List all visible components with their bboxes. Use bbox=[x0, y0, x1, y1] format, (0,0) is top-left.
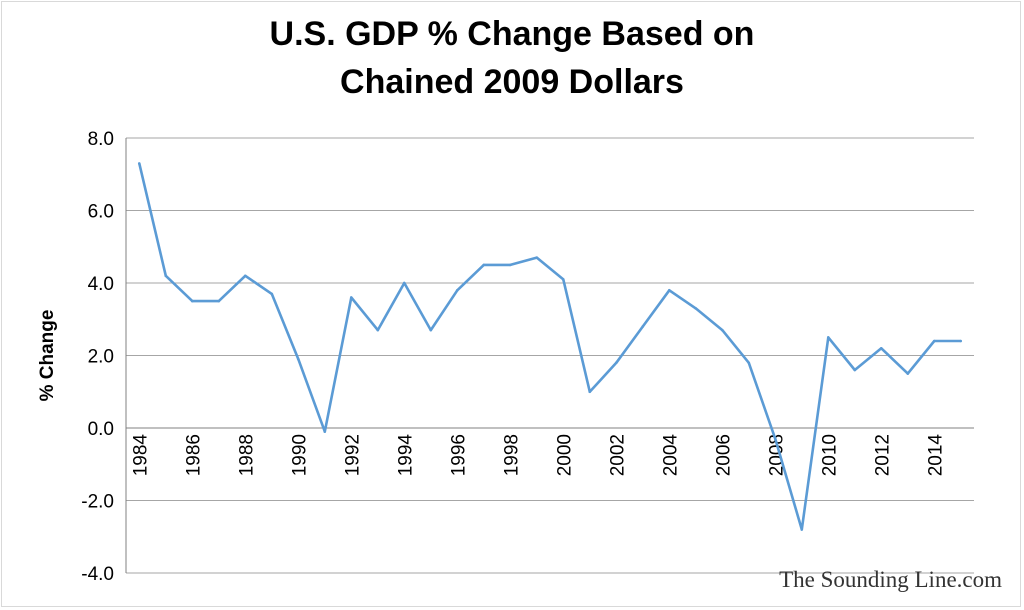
x-axis-ticks: 1984 1986 1988 1990 1992 1994 1996 1998 2000 2002… bbox=[130, 434, 946, 477]
data-point bbox=[906, 372, 910, 375]
y-tick-label: -2.0 bbox=[81, 492, 114, 513]
x-tick-label: 2012 bbox=[872, 434, 893, 476]
data-point bbox=[879, 346, 883, 350]
data-point bbox=[747, 361, 751, 365]
series-points bbox=[137, 162, 963, 531]
data-point bbox=[482, 263, 486, 267]
data-point bbox=[429, 328, 433, 332]
data-point bbox=[959, 339, 963, 343]
data-point bbox=[694, 307, 698, 310]
data-point bbox=[720, 328, 724, 332]
data-point bbox=[588, 390, 592, 394]
y-tick-label: 0.0 bbox=[88, 419, 114, 440]
data-point bbox=[164, 274, 168, 278]
data-point bbox=[641, 325, 645, 328]
data-point bbox=[667, 288, 671, 292]
y-axis-ticks: 8.0 6.0 4.0 2.0 0.0 -2.0 -4.0 bbox=[81, 129, 114, 585]
x-tick-label: 1986 bbox=[183, 434, 204, 476]
series-line bbox=[138, 163, 961, 531]
x-tick-label: 1998 bbox=[501, 434, 522, 476]
x-tick-label: 2002 bbox=[607, 434, 628, 476]
y-axis-label: % Change bbox=[37, 310, 58, 402]
y-tick-label: -4.0 bbox=[81, 564, 114, 585]
data-point bbox=[217, 299, 221, 303]
data-point bbox=[853, 368, 857, 372]
data-point bbox=[296, 357, 300, 361]
y-tick-label: 2.0 bbox=[88, 347, 114, 368]
data-point bbox=[508, 263, 512, 267]
x-tick-label: 1994 bbox=[395, 434, 416, 477]
chart-title: U.S. GDP % Change Based on Chained 2009 … bbox=[0, 10, 1024, 106]
gridlines bbox=[126, 137, 974, 574]
x-tick-label: 2010 bbox=[819, 434, 840, 476]
y-tick-label: 8.0 bbox=[88, 129, 114, 150]
x-tick-label: 1988 bbox=[236, 434, 257, 476]
x-tick-label: 1996 bbox=[448, 434, 469, 476]
x-tick-label: 2004 bbox=[660, 434, 681, 477]
x-tick-label: 2014 bbox=[925, 434, 946, 477]
y-tick-label: 6.0 bbox=[88, 202, 114, 223]
chart-title-line-1: U.S. GDP % Change Based on bbox=[269, 15, 755, 53]
x-tick-label: 1992 bbox=[342, 434, 363, 476]
y-tick-label: 4.0 bbox=[88, 274, 114, 295]
x-tick-label: 2006 bbox=[713, 434, 734, 476]
data-point bbox=[137, 162, 141, 165]
x-tick-label: 1990 bbox=[289, 434, 310, 476]
data-point bbox=[614, 361, 618, 365]
data-point bbox=[773, 437, 777, 441]
data-point bbox=[826, 336, 830, 339]
data-point bbox=[455, 288, 459, 292]
data-point bbox=[402, 281, 406, 285]
data-point bbox=[800, 528, 804, 531]
data-point bbox=[323, 430, 327, 433]
x-tick-label: 2000 bbox=[554, 434, 575, 476]
data-point bbox=[932, 339, 936, 343]
x-tick-label: 1984 bbox=[130, 434, 151, 477]
data-point bbox=[376, 328, 380, 332]
data-point bbox=[561, 278, 565, 281]
data-point bbox=[270, 292, 274, 296]
data-point bbox=[243, 274, 247, 278]
data-point bbox=[349, 296, 353, 299]
data-point bbox=[190, 299, 194, 303]
data-point bbox=[535, 256, 539, 259]
watermark-text: The Sounding Line.com bbox=[779, 567, 1002, 592]
chart-title-line-2: Chained 2009 Dollars bbox=[340, 63, 684, 101]
